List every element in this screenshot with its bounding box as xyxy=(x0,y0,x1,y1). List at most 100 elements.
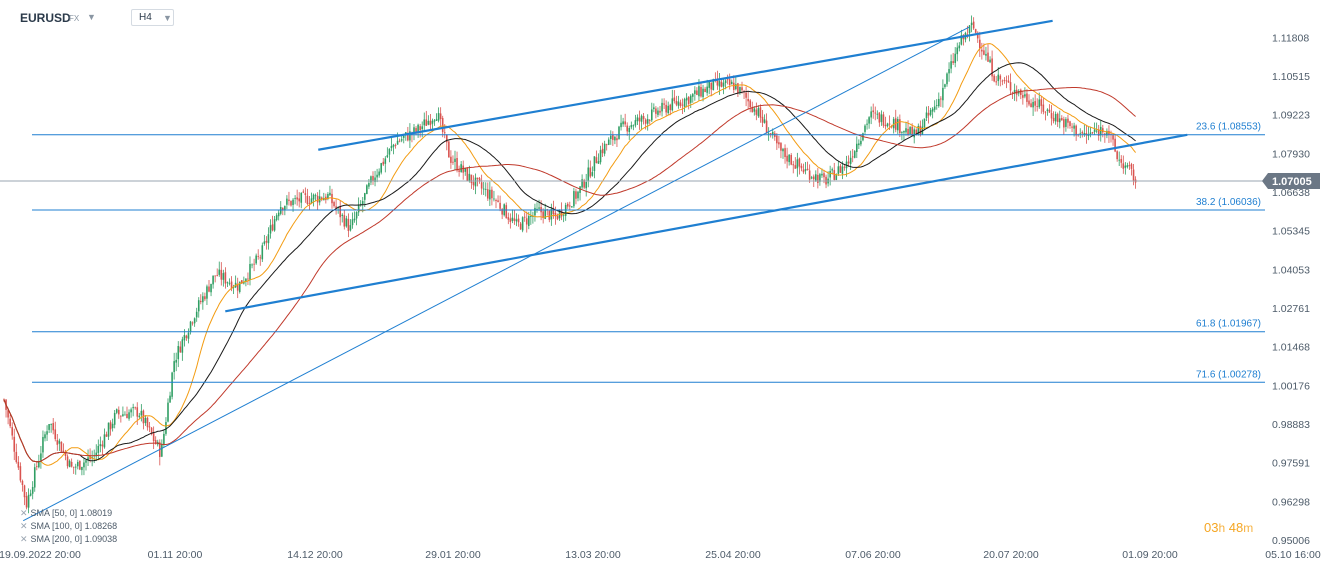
candle-body xyxy=(425,119,428,126)
candle-body xyxy=(950,61,952,69)
candle-body xyxy=(601,148,604,154)
countdown-minutes: 48 xyxy=(1228,520,1244,535)
candle-body xyxy=(68,460,71,468)
candle-body xyxy=(1099,126,1102,136)
candle-body xyxy=(692,94,694,97)
candle-body xyxy=(120,415,122,417)
candle-body xyxy=(489,189,491,200)
candle-body xyxy=(1020,89,1022,95)
candle-body xyxy=(185,335,188,339)
candle-body xyxy=(17,461,20,468)
long-term-support-trendline xyxy=(23,26,970,522)
candle-body xyxy=(751,106,754,113)
trendlines-layer xyxy=(23,19,1188,522)
candle-body xyxy=(794,165,797,169)
candle-body xyxy=(347,218,350,232)
candle-body xyxy=(230,281,233,290)
candle-body xyxy=(167,402,169,422)
candle-body xyxy=(462,165,464,173)
candle-body xyxy=(509,218,512,222)
candle-body xyxy=(189,321,192,332)
candle-body xyxy=(913,129,915,138)
candle-body xyxy=(804,169,807,171)
candle-body xyxy=(938,98,940,107)
candle-body xyxy=(1056,113,1059,122)
candle-body xyxy=(829,170,831,178)
price-axis-label: 1.02761 xyxy=(1272,303,1310,315)
time-axis-label: 05.10 16:00 xyxy=(1265,549,1321,561)
candle-body xyxy=(40,453,42,461)
candle-body xyxy=(1124,165,1127,168)
symbol-name[interactable]: EURUSD xyxy=(20,11,71,25)
candle-body xyxy=(64,452,67,456)
price-axis-label: 1.10515 xyxy=(1272,71,1310,83)
candle-body xyxy=(238,281,241,292)
candle-body xyxy=(95,452,98,457)
candle-body xyxy=(860,140,862,145)
time-axis-label: 13.03 20:00 xyxy=(565,549,621,561)
candle-body xyxy=(866,123,868,125)
channel-upper-trendline xyxy=(318,19,1053,151)
timeframe-select[interactable]: H4 ▼ xyxy=(131,9,174,26)
candle-body xyxy=(946,73,948,85)
candle-body xyxy=(759,107,762,118)
candle-body xyxy=(308,202,311,204)
candle-body xyxy=(181,339,184,353)
candle-body xyxy=(894,118,897,130)
candle-body xyxy=(364,193,366,200)
candle-body xyxy=(316,195,319,203)
indicator-sma-200[interactable]: ✕ SMA [200, 0] 1.09038 xyxy=(20,533,117,546)
candle-body xyxy=(191,322,194,324)
candle-body xyxy=(115,409,118,413)
indicator-sma-50[interactable]: ✕ SMA [50, 0] 1.08019 xyxy=(20,507,117,520)
candle-body xyxy=(511,217,514,222)
candle-body xyxy=(597,161,600,164)
candle-body xyxy=(1116,151,1118,160)
candle-body xyxy=(335,206,337,209)
candle-body xyxy=(474,177,477,187)
candle-body xyxy=(273,219,276,231)
candle-body xyxy=(85,460,87,463)
candle-body xyxy=(706,86,708,93)
candle-body xyxy=(109,422,112,430)
candle-body xyxy=(1048,109,1051,113)
close-icon: ✕ xyxy=(20,534,28,544)
candle-body xyxy=(310,198,313,204)
candle-body xyxy=(1038,99,1041,108)
candle-body xyxy=(1024,94,1026,97)
candle-body xyxy=(470,174,473,184)
time-axis-label: 14.12 20:00 xyxy=(287,549,343,561)
candle-body xyxy=(573,191,575,207)
candle-body xyxy=(269,225,272,234)
candle-body xyxy=(146,417,149,428)
candle-body xyxy=(603,143,606,154)
candle-body xyxy=(741,87,743,91)
candle-body xyxy=(581,179,583,188)
candle-body xyxy=(351,219,354,226)
candle-body xyxy=(733,82,735,90)
close-icon: ✕ xyxy=(20,521,28,531)
chevron-down-icon[interactable]: ▼ xyxy=(87,12,96,22)
indicator-sma-100[interactable]: ✕ SMA [100, 0] 1.08268 xyxy=(20,520,117,533)
candle-body xyxy=(179,346,182,353)
candle-body xyxy=(1030,103,1032,108)
candle-body xyxy=(427,120,430,125)
candle-body xyxy=(398,140,401,142)
candle-body xyxy=(784,148,786,158)
candle-body xyxy=(341,214,344,216)
candle-body xyxy=(976,32,979,39)
countdown-hours-unit: h xyxy=(1218,521,1226,535)
candle-body xyxy=(245,278,247,282)
candle-body xyxy=(320,197,323,200)
candle-body xyxy=(460,164,462,173)
candle-body xyxy=(505,205,508,219)
price-axis-label: 1.06638 xyxy=(1272,187,1310,199)
candle-body xyxy=(726,79,729,81)
candle-body xyxy=(77,462,79,467)
candle-body xyxy=(165,422,167,434)
candle-body xyxy=(802,169,805,173)
candle-body xyxy=(214,275,216,277)
candle-body xyxy=(216,275,218,276)
